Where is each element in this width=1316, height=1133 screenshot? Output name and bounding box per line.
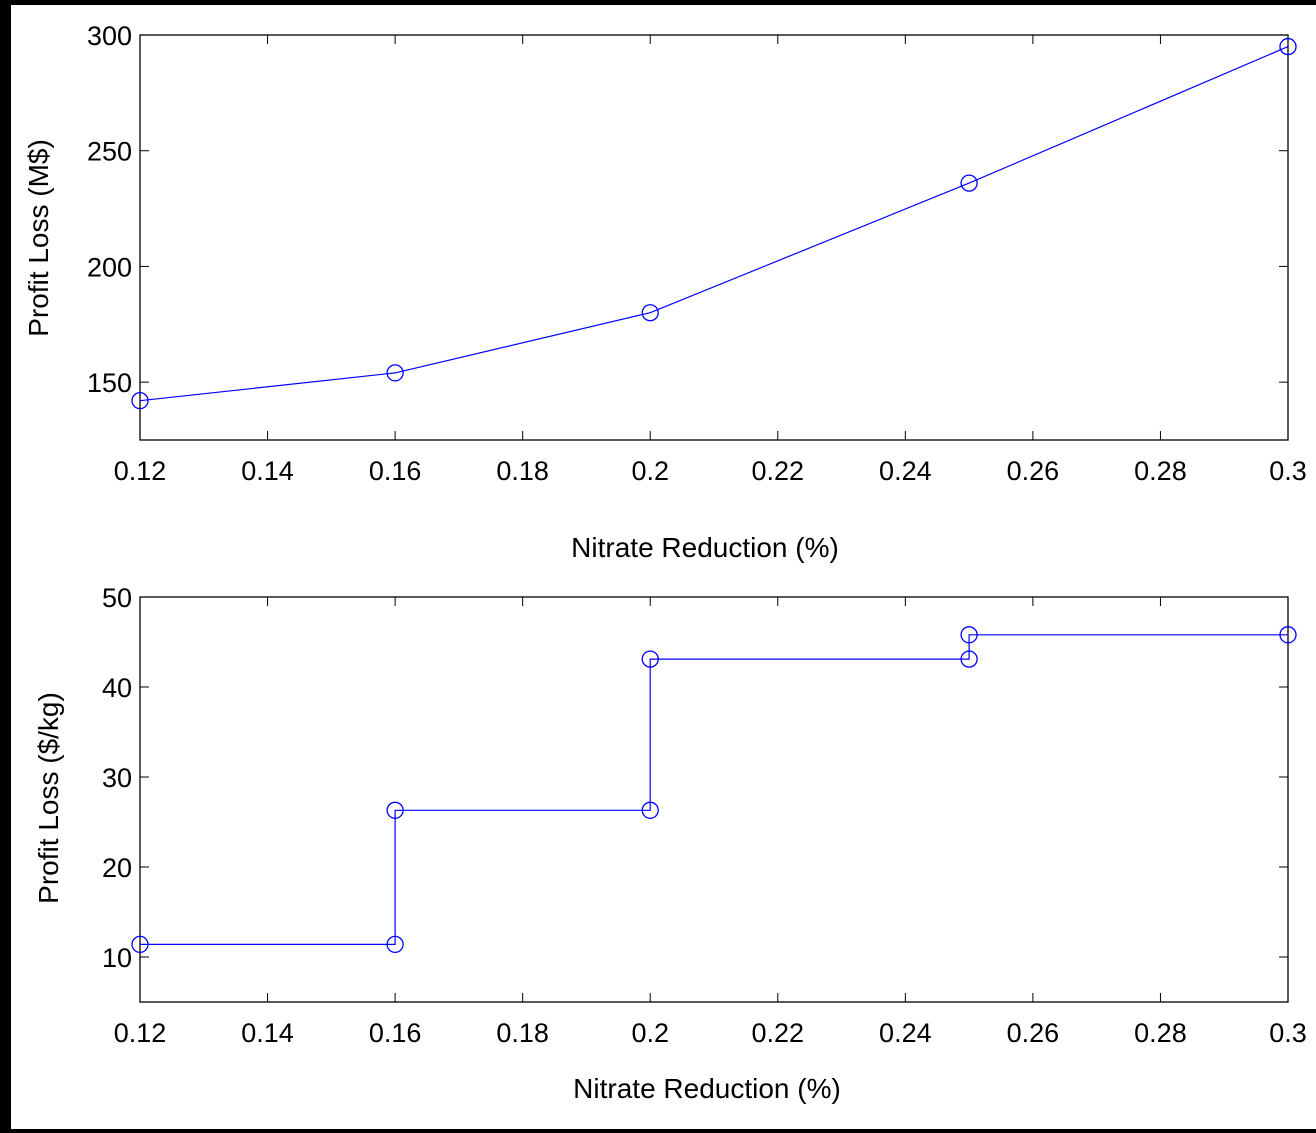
data-point-marker [960,650,978,668]
data-point-marker [641,304,659,322]
frame-left [0,0,11,1133]
data-point-marker [641,650,659,668]
y-tick-label: 50 [102,583,132,613]
y-tick-label: 300 [87,21,132,51]
x-tick-label: 0.16 [369,1018,422,1048]
y-axis-label: Profit Loss (M$) [23,139,54,337]
x-axis-label: Nitrate Reduction (%) [571,532,839,563]
y-tick-label: 250 [87,137,132,167]
data-point-marker [1279,626,1297,644]
x-tick-label: 0.26 [1007,1018,1060,1048]
y-tick-label: 200 [87,252,132,282]
data-point-marker [131,392,149,410]
x-tick-label: 0.24 [879,1018,932,1048]
x-tick-label: 0.22 [751,456,804,486]
x-tick-label: 0.3 [1269,1018,1307,1048]
data-point-marker [386,935,404,954]
x-tick-label: 0.28 [1134,456,1187,486]
data-point-marker [386,364,404,382]
y-tick-label: 40 [102,673,132,703]
x-tick-label: 0.26 [1007,456,1060,486]
x-tick-label: 0.2 [631,1018,669,1048]
x-tick-label: 0.14 [241,456,294,486]
y-tick-label: 20 [102,853,132,883]
y-tick-label: 10 [102,943,132,973]
x-tick-label: 0.16 [369,456,422,486]
y-axis-label: Profit Loss ($/kg) [33,692,64,904]
x-tick-label: 0.3 [1269,456,1307,486]
y-tick-label: 150 [87,368,132,398]
x-tick-label: 0.28 [1134,1018,1187,1048]
axes-box [139,34,1289,441]
x-tick-label: 0.22 [751,1018,804,1048]
x-tick-label: 0.12 [114,456,167,486]
axes-box [139,596,1289,1003]
x-tick-label: 0.18 [496,1018,549,1048]
x-tick-label: 0.2 [631,456,669,486]
plot-profit-loss-per-kg: Profit Loss ($/kg) Nitrate Reduction (%)… [33,583,1307,1104]
x-tick-label: 0.12 [114,1018,167,1048]
frame-top [0,0,1316,5]
data-point-marker [960,174,978,192]
series-line [139,46,1289,402]
data-point-marker [131,935,149,954]
frame-bottom [0,1129,1316,1133]
series-line [140,634,1288,946]
x-tick-label: 0.18 [496,456,549,486]
data-point-marker [386,801,404,819]
x-axis-label: Nitrate Reduction (%) [573,1073,841,1104]
data-point-marker [960,626,978,644]
data-point-marker [1279,37,1297,56]
plot-profit-loss-mdollar: Profit Loss (M$) Nitrate Reduction (%) 0… [23,21,1307,563]
y-tick-label: 30 [102,763,132,793]
x-tick-label: 0.24 [879,456,932,486]
x-tick-label: 0.14 [241,1018,294,1048]
data-point-marker [641,801,659,819]
